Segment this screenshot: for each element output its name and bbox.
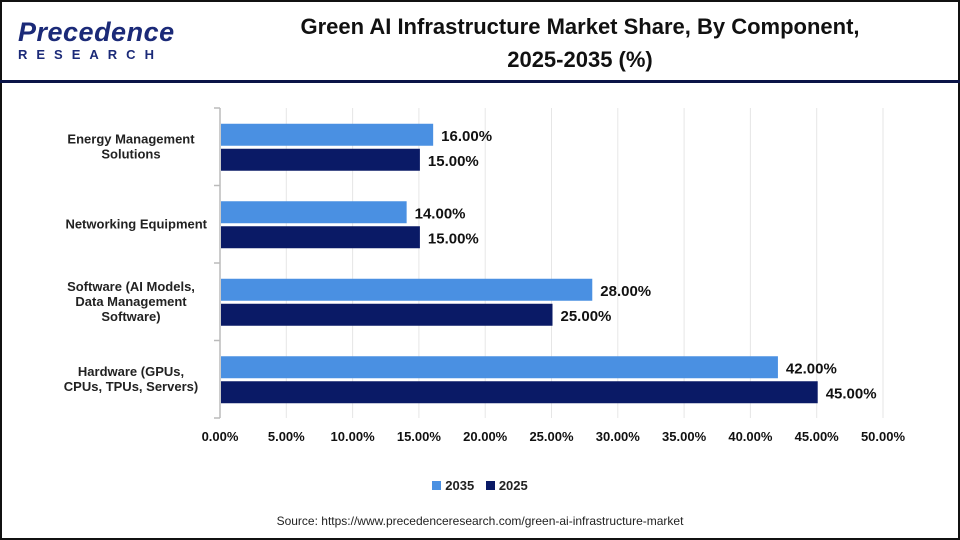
- bar-2035: [221, 278, 593, 301]
- source-text: Source: https://www.precedenceresearch.c…: [276, 514, 684, 528]
- category-label: Energy Management: [67, 131, 195, 146]
- category-label: Data Management: [75, 294, 187, 309]
- logo-text: Precedence: [18, 17, 175, 47]
- title-line-1: Green AI Infrastructure Market Share, By…: [300, 14, 860, 39]
- title-line-2: 2025-2035 (%): [507, 47, 653, 72]
- header: Precedence RESEARCH Green AI Infrastruct…: [0, 0, 960, 83]
- x-tick-label: 25.00%: [529, 429, 574, 444]
- category-label: Hardware (GPUs,: [78, 364, 184, 379]
- category-label: Software): [101, 309, 160, 324]
- data-label: 14.00%: [415, 205, 466, 222]
- x-tick-label: 20.00%: [463, 429, 508, 444]
- x-tick-label: 15.00%: [397, 429, 442, 444]
- legend-label: 2035: [445, 478, 475, 493]
- legend-label: 2025: [498, 478, 528, 493]
- data-label: 25.00%: [561, 308, 612, 325]
- bar-2025: [221, 148, 420, 171]
- data-label: 15.00%: [428, 230, 479, 247]
- data-label: 45.00%: [826, 385, 877, 402]
- legend-item-2025: 2025: [485, 478, 528, 493]
- bar-2025: [221, 226, 420, 249]
- category-label: Networking Equipment: [65, 216, 207, 231]
- legend-swatch: [485, 481, 495, 490]
- chart-title: Green AI Infrastructure Market Share, By…: [200, 10, 960, 76]
- bar-2035: [221, 201, 407, 224]
- category-label: Software (AI Models,: [67, 279, 195, 294]
- logo: Precedence RESEARCH: [18, 18, 175, 62]
- x-tick-label: 0.00%: [202, 429, 239, 444]
- x-tick-label: 40.00%: [728, 429, 773, 444]
- category-label: CPUs, TPUs, Servers): [64, 379, 198, 394]
- x-tick-label: 50.00%: [861, 429, 906, 444]
- data-label: 15.00%: [428, 153, 479, 170]
- x-tick-label: 5.00%: [268, 429, 305, 444]
- x-tick-label: 10.00%: [331, 429, 376, 444]
- legend-item-2035: 2035: [432, 478, 474, 493]
- bar-2025: [221, 381, 818, 404]
- x-tick-label: 30.00%: [596, 429, 641, 444]
- data-label: 16.00%: [441, 128, 492, 145]
- bar-2035: [221, 356, 778, 379]
- legend-swatch: [432, 481, 442, 490]
- x-tick-label: 35.00%: [662, 429, 707, 444]
- bar-2035: [221, 123, 434, 146]
- category-label: Solutions: [101, 146, 160, 161]
- legend: 2035 2025: [0, 478, 960, 493]
- logo-sub: RESEARCH: [18, 47, 163, 62]
- x-tick-label: 45.00%: [795, 429, 840, 444]
- bar-2025: [221, 303, 553, 326]
- data-label: 42.00%: [786, 360, 837, 377]
- data-label: 28.00%: [600, 283, 651, 300]
